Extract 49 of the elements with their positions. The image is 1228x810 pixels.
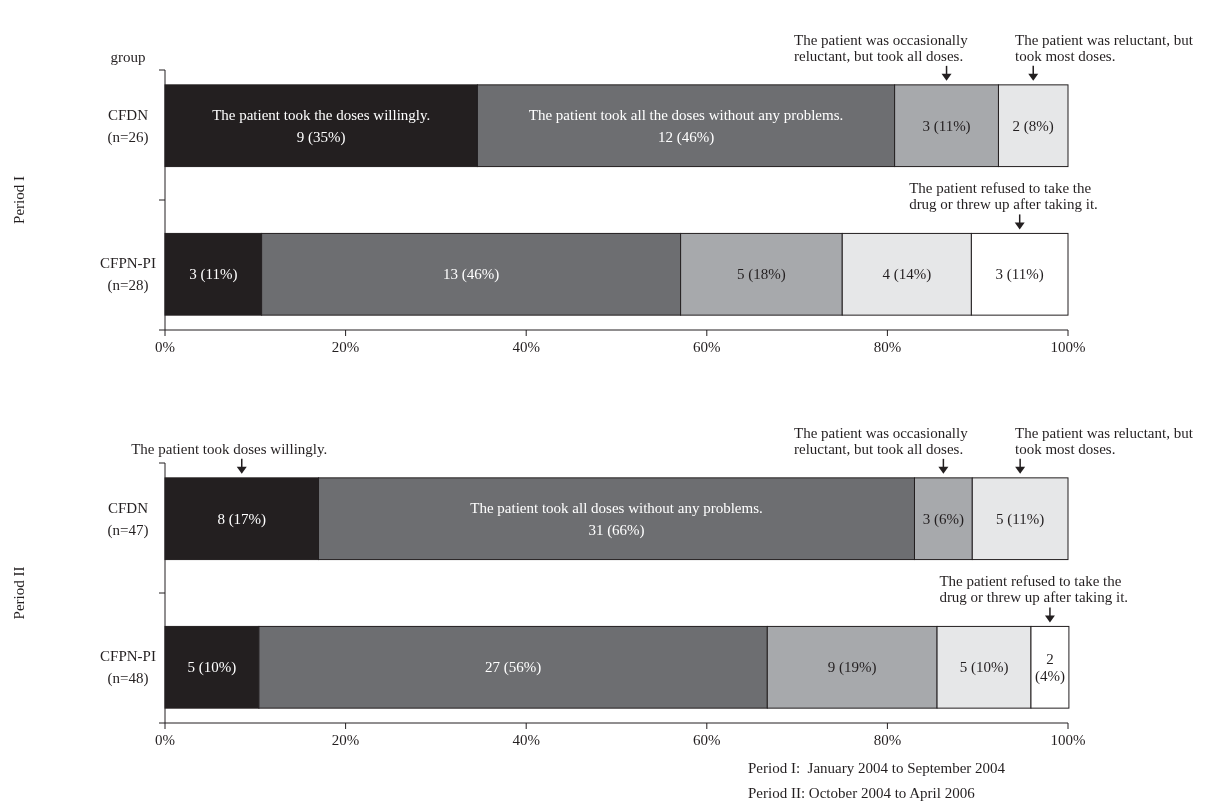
series-label: The patient took the doses willingly. [212,106,431,123]
y-tick-label: CFDN (n=26) [107,106,149,146]
data-label: 2 (8%) [1012,117,1054,135]
data-label: 5 (11%) [996,510,1045,528]
x-tick-label: 100% [1050,732,1086,748]
series-label: The patient took doses willingly. [131,440,328,457]
series-label: The patient was occasionally reluctant, but took all doses. [794,424,969,457]
data-label: 2 (4%) [1034,651,1065,686]
series-label: The patient was reluctant, but took most doses. [1015,31,1194,64]
x-tick-label: 60% [693,732,721,748]
text: The patient refused to take the drug or threw up after taking it. [939,573,1129,606]
data-label: 13 (46%) [442,266,500,284]
x-tick-label: 100% [1050,339,1086,355]
data-label: 3 (11%) [995,266,1044,284]
data-label: 9 (19%) [827,659,877,677]
y-tick-label: CFPN-PI (n=48) [100,648,156,688]
x-tick-label: 80% [873,732,902,748]
data-label: 3 (6%) [922,510,965,528]
text: Period II: October 2004 to April 2006 [748,785,976,801]
x-tick-label: 40% [512,732,540,748]
series-label: The patient took all doses without any problems. [470,499,763,516]
text: Period I: January 2004 to September 2004 [748,760,1006,776]
data-label: 3 (11%) [189,266,238,284]
data-label: 31 (66%) [588,521,645,539]
data-label: 12 (46%) [657,128,715,146]
data-label: 5 (10%) [187,659,237,677]
x-tick-label: 20% [331,732,360,748]
x-tick-label: 0% [155,339,175,355]
series-label: The patient was reluctant, but took most doses. [1015,424,1194,457]
text: group [110,49,146,65]
x-tick-label: 80% [873,339,902,355]
x-tick-label: 40% [512,339,540,355]
data-label: 3 (11%) [922,117,971,135]
data-label: 4 (14%) [882,266,932,284]
series-label: The patient took all the doses without any problems. [528,106,844,123]
x-tick-label: 60% [693,339,721,355]
text: The patient refused to take the drug or threw up after taking it. [909,180,1098,213]
data-label: 27 (56%) [484,659,542,677]
y-axis-title: Period I [11,176,27,224]
y-tick-label: CFPN-PI (n=28) [100,255,156,295]
x-tick-label: 0% [155,732,175,748]
y-axis-title: Period II [11,566,27,620]
y-tick-label: CFDN (n=47) [107,499,149,539]
data-label: 5 (18%) [737,266,786,284]
data-label: 9 (35%) [296,128,346,146]
data-label: 5 (10%) [959,659,1009,677]
x-tick-label: 20% [331,339,360,355]
data-label: 8 (17%) [217,510,267,528]
series-label: The patient was occasionally reluctant, but took all doses. [794,31,969,64]
